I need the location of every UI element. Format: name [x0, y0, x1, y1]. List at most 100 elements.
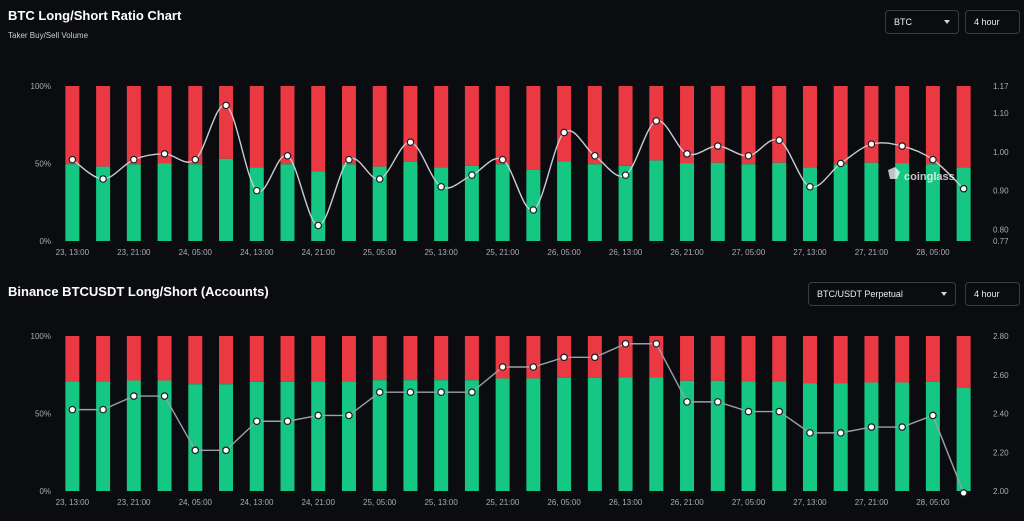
- x-tick-label: 23, 13:00: [56, 248, 90, 257]
- ratio-point: [99, 175, 107, 183]
- long-bar: [96, 166, 111, 241]
- short-bar: [372, 336, 387, 381]
- long-bar: [649, 377, 664, 491]
- short-bar: [495, 86, 510, 165]
- long-bar: [772, 381, 787, 491]
- ratio-point: [713, 142, 722, 150]
- long-bar: [772, 162, 787, 241]
- ratio-point: [867, 140, 876, 148]
- long-bar: [434, 380, 449, 491]
- ratio-point: [744, 407, 753, 416]
- long-bar: [587, 377, 602, 491]
- y-left-tick-label: 50%: [35, 160, 51, 169]
- long-bar: [403, 161, 418, 241]
- long-bar: [372, 380, 387, 491]
- coinglass-logo-icon: [888, 167, 900, 179]
- interval-dropdown-1[interactable]: 4 hour: [965, 10, 1020, 34]
- interval-dropdown-1-value: 4 hour: [974, 17, 1000, 27]
- ratio-point: [775, 407, 784, 416]
- short-bar: [157, 336, 172, 381]
- long-bar: [802, 383, 817, 491]
- x-tick-label: 27, 13:00: [793, 498, 827, 507]
- ratio-point: [591, 353, 599, 362]
- x-tick-label: 27, 05:00: [732, 248, 766, 257]
- long-bar: [464, 165, 479, 241]
- x-tick-label: 28, 05:00: [916, 498, 950, 507]
- pair-dropdown[interactable]: BTC/USDT Perpetual: [808, 282, 956, 306]
- ratio-point: [68, 155, 77, 164]
- short-bar: [526, 86, 541, 170]
- x-tick-label: 24, 13:00: [240, 248, 274, 257]
- short-bar: [188, 336, 203, 385]
- x-tick-label: 25, 13:00: [424, 498, 458, 507]
- ratio-point: [314, 221, 323, 230]
- ratio-point: [652, 339, 661, 348]
- asset-dropdown[interactable]: BTC: [885, 10, 959, 34]
- ratio-point: [959, 489, 968, 497]
- x-tick-label: 26, 13:00: [609, 248, 643, 257]
- ratio-point: [683, 150, 691, 158]
- ratio-point: [498, 155, 507, 164]
- x-tick-label: 24, 05:00: [179, 498, 213, 507]
- ratio-point: [929, 411, 937, 420]
- ratio-point: [775, 136, 784, 145]
- ratio-line: [72, 343, 965, 494]
- short-bar: [65, 336, 80, 382]
- pair-dropdown-value: BTC/USDT Perpetual: [817, 289, 903, 299]
- x-tick-label: 25, 05:00: [363, 248, 397, 257]
- y-right-tick-label: 2.20: [993, 448, 1009, 457]
- ratio-point: [283, 151, 292, 160]
- short-bar: [96, 86, 111, 167]
- short-bar: [680, 86, 695, 164]
- y-right-tick-label: 2.00: [993, 487, 1009, 496]
- ratio-point: [621, 171, 630, 179]
- short-bar: [710, 336, 725, 381]
- ratio-point: [529, 206, 538, 214]
- short-bar: [464, 336, 479, 381]
- long-bar: [96, 381, 111, 491]
- short-bar: [280, 86, 295, 165]
- ratio-point: [130, 392, 138, 400]
- short-bar: [772, 336, 787, 382]
- long-bar: [956, 387, 971, 491]
- x-tick-label: 24, 13:00: [240, 498, 274, 507]
- short-bar: [833, 336, 848, 384]
- long-bar: [680, 380, 695, 491]
- ratio-point: [68, 405, 77, 414]
- ratio-point: [867, 423, 876, 431]
- short-bar: [925, 336, 940, 382]
- long-bar: [249, 381, 264, 491]
- short-bar: [864, 336, 879, 383]
- chart2-title: Binance BTCUSDT Long/Short (Accounts): [8, 284, 269, 299]
- chevron-down-icon: [941, 292, 947, 296]
- short-bar: [925, 86, 940, 165]
- long-bar: [495, 378, 510, 491]
- ratio-point: [406, 138, 415, 146]
- short-bar: [741, 86, 756, 165]
- long-bar: [157, 380, 172, 491]
- long-bar: [219, 384, 234, 491]
- short-bar: [249, 86, 264, 168]
- long-bar: [526, 169, 541, 241]
- interval-dropdown-2[interactable]: 4 hour: [965, 282, 1020, 306]
- short-bar: [434, 336, 449, 381]
- ratio-point: [560, 128, 568, 137]
- long-bar: [649, 160, 664, 241]
- ratio-point: [744, 151, 753, 160]
- long-bar: [618, 165, 633, 241]
- coinglass-watermark: coinglass: [888, 167, 955, 183]
- long-bar: [403, 380, 418, 491]
- y-right-tick-label: 0.80: [993, 225, 1009, 234]
- long-bar: [65, 164, 80, 241]
- x-tick-label: 23, 13:00: [56, 498, 90, 507]
- long-bar: [219, 158, 234, 241]
- x-tick-label: 25, 21:00: [486, 498, 520, 507]
- long-bar: [65, 381, 80, 491]
- ratio-point: [929, 155, 937, 164]
- short-bar: [741, 336, 756, 382]
- long-bar: [710, 162, 725, 241]
- short-bar: [895, 86, 910, 164]
- long-bar: [741, 164, 756, 241]
- long-bar: [618, 377, 633, 491]
- short-bar: [587, 86, 602, 165]
